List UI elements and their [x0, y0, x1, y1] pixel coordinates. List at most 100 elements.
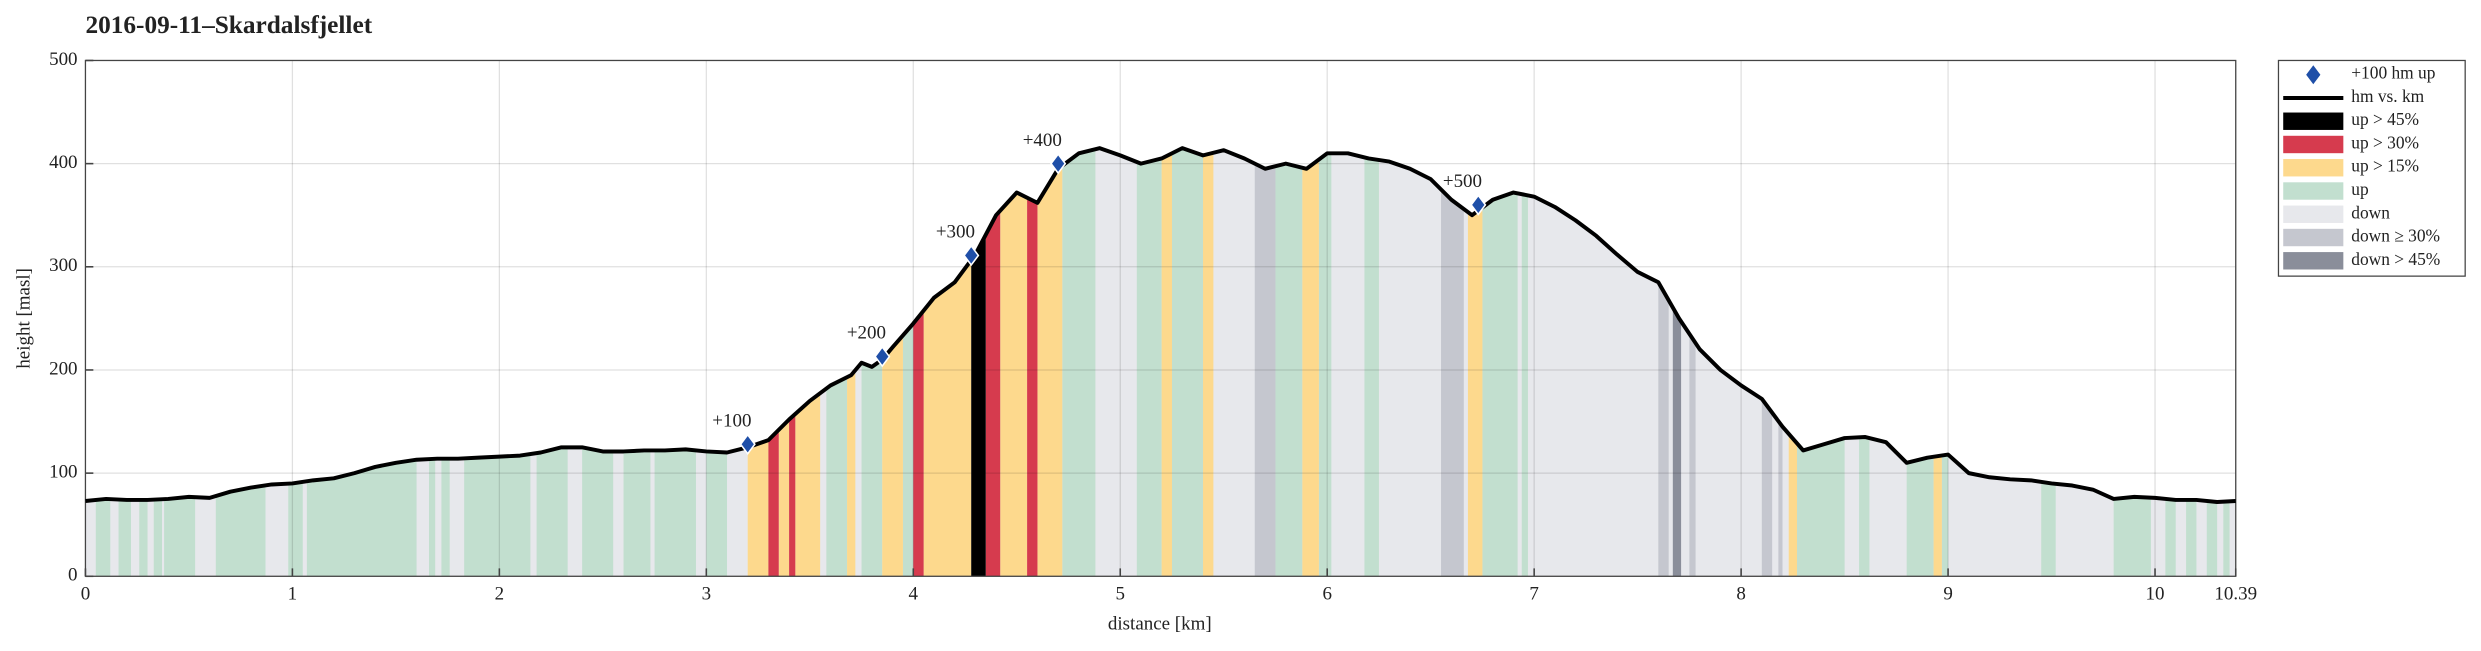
x-tick-label: 4	[909, 584, 919, 605]
slope-band	[2206, 148, 2218, 577]
bands	[85, 148, 2236, 577]
slope-band	[623, 148, 651, 577]
legend-label: up > 45%	[2351, 109, 2419, 129]
legend-swatch	[2283, 182, 2344, 200]
slope-band	[1796, 148, 1845, 577]
x-tick-label: 10	[2146, 584, 2165, 605]
slope-band	[768, 148, 779, 577]
legend-swatch	[2283, 205, 2344, 223]
legend-label: up	[2351, 179, 2369, 199]
slope-band	[1658, 148, 1669, 577]
x-tick-label: 8	[1736, 584, 1745, 605]
slope-band	[1302, 148, 1319, 577]
y-axis-label: height [masl]	[14, 268, 35, 369]
slope-band	[778, 148, 790, 577]
slope-band	[1364, 148, 1379, 577]
ascent-marker	[1470, 194, 1487, 216]
x-tick-label: 0	[81, 584, 90, 605]
slope-band	[826, 148, 848, 577]
slope-band	[1441, 148, 1464, 577]
legend-label: down	[2351, 202, 2390, 222]
legend-swatch	[2283, 252, 2344, 270]
slope-band	[1062, 148, 1096, 577]
x-tick-label: 6	[1322, 584, 1331, 605]
slope-band	[582, 148, 614, 577]
y-tick-label: 200	[49, 358, 77, 379]
slope-band	[306, 148, 417, 577]
slope-band	[654, 148, 696, 577]
x-tick-label: 2	[495, 584, 504, 605]
slope-band	[1275, 148, 1303, 577]
marker-label: +200	[847, 323, 886, 344]
y-tick-label: 500	[49, 49, 77, 70]
slope-band	[464, 148, 531, 577]
slope-band	[428, 148, 436, 577]
x-tick-label: 7	[1529, 584, 1538, 605]
slope-band	[1467, 148, 1483, 577]
slope-band	[1027, 148, 1038, 577]
x-tick-label: 3	[702, 584, 711, 605]
slope-band	[441, 148, 450, 577]
x-tick-label: 5	[1115, 584, 1124, 605]
x-tick-label: 9	[1943, 584, 1952, 605]
legend-label: up > 30%	[2351, 132, 2419, 152]
ascent-marker	[963, 244, 980, 267]
legend-label: +100 hm up	[2351, 63, 2436, 83]
marker-label: +300	[936, 222, 975, 243]
slope-band	[789, 148, 796, 577]
slope-band	[913, 148, 924, 577]
ascent-marker	[739, 433, 756, 456]
slope-band	[985, 148, 1001, 577]
legend-swatch	[2283, 228, 2344, 247]
slope-band	[1037, 148, 1063, 577]
slope-band	[288, 148, 303, 577]
ascent-marker	[874, 345, 891, 368]
slope-band	[215, 148, 266, 577]
slope-band	[1788, 148, 1797, 577]
marker-label: +400	[1023, 130, 1062, 151]
slope-band	[1254, 148, 1276, 577]
slope-band	[1672, 148, 1682, 577]
slope-band	[1482, 148, 1518, 577]
slope-band	[2041, 148, 2056, 577]
legend-label: up > 15%	[2351, 156, 2419, 176]
slope-band	[2223, 148, 2230, 577]
slope-band	[902, 148, 914, 577]
slope-band	[971, 148, 986, 577]
y-tick-label: 0	[68, 565, 77, 586]
x-axis-label: distance [km]	[1108, 614, 1212, 635]
x-tick-label: 10.39	[2214, 584, 2257, 605]
marker-label: +100	[712, 410, 751, 431]
slope-band	[1778, 148, 1783, 577]
slope-band	[1318, 148, 1332, 577]
legend-label: down ≥ 30%	[2351, 226, 2440, 246]
profile-line	[85, 146, 2236, 504]
slope-band	[1761, 148, 1773, 577]
slope-band	[1171, 148, 1204, 577]
slope-band	[1859, 148, 1870, 577]
slope-band	[882, 148, 903, 577]
slope-band	[1941, 148, 1949, 577]
slope-band	[861, 148, 883, 577]
slope-band	[536, 148, 568, 577]
legend-swatch	[2283, 159, 2344, 177]
slope-band	[706, 148, 728, 577]
slope-band	[847, 148, 856, 577]
legend-swatch	[2283, 135, 2344, 154]
slope-band	[1203, 148, 1214, 577]
y-tick-label: 300	[49, 255, 77, 276]
slope-band	[1136, 148, 1162, 577]
marker-label: +500	[1443, 171, 1482, 192]
slope-band	[1689, 148, 1696, 577]
legend-swatch	[2283, 112, 2344, 130]
plot-frame	[84, 59, 2237, 577]
ascent-marker	[1050, 152, 1067, 175]
slope-band	[795, 148, 821, 577]
slope-band	[1906, 148, 1934, 577]
chart-title: 2016-09-11–Skardalsfjellet	[85, 11, 372, 39]
slope-band	[1933, 148, 1942, 577]
y-tick-label: 400	[49, 152, 77, 173]
legend-label: down > 45%	[2351, 249, 2440, 269]
slope-band	[1521, 148, 1528, 577]
